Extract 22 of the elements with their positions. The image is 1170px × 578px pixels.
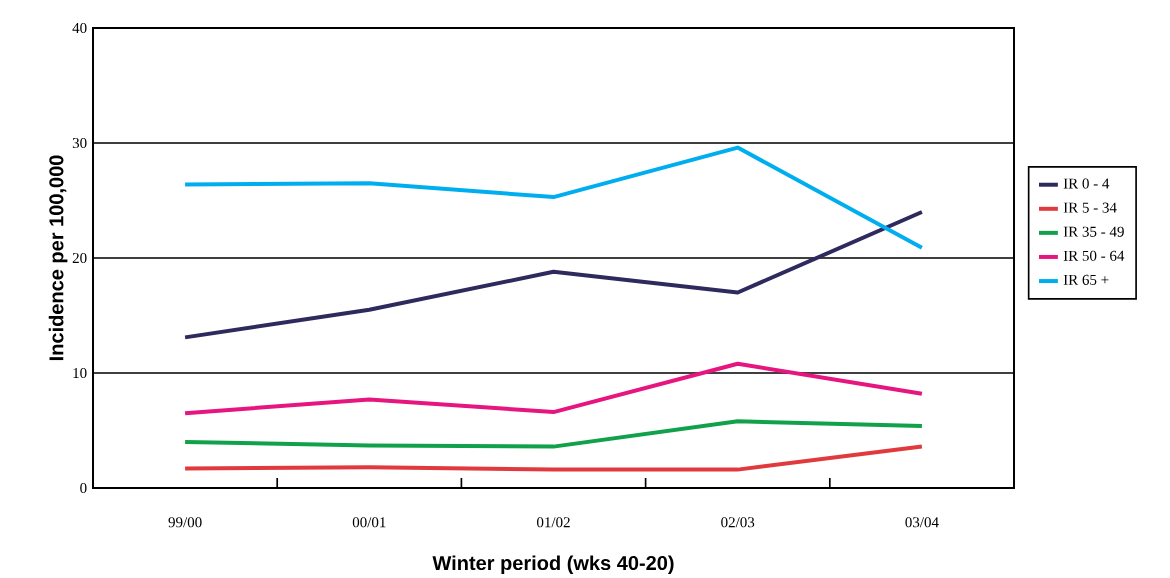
line-series [183, 210, 924, 340]
legend-label: IR 65 + [1063, 274, 1109, 285]
legend-label: IR 35 - 49 [1063, 226, 1124, 237]
x-tick-label: 01/02 [536, 517, 570, 528]
x-tick-label: 99/00 [168, 517, 202, 528]
y-tick-label: 20 [72, 252, 87, 264]
x-axis-title: Winter period (wks 40-20) [432, 555, 674, 575]
legend-label: IR 50 - 64 [1063, 250, 1125, 261]
line-series [183, 419, 924, 449]
y-tick-label: 10 [73, 367, 87, 379]
legend-label: IR 0 - 4 [1063, 178, 1110, 189]
y-tick-label: 30 [72, 137, 87, 149]
legend-label: IR 5 - 34 [1063, 202, 1117, 213]
x-tick-label: 02/03 [721, 517, 755, 528]
line-series [183, 361, 924, 416]
line-series [183, 444, 924, 472]
y-tick-label: 40 [72, 22, 87, 34]
x-tick-label: 00/01 [352, 517, 386, 528]
x-tick-label: 03/04 [905, 517, 939, 528]
y-axis-title: Incidence per 100,000 [48, 155, 68, 361]
y-tick-label: 0 [80, 482, 87, 494]
line-series [183, 145, 924, 250]
